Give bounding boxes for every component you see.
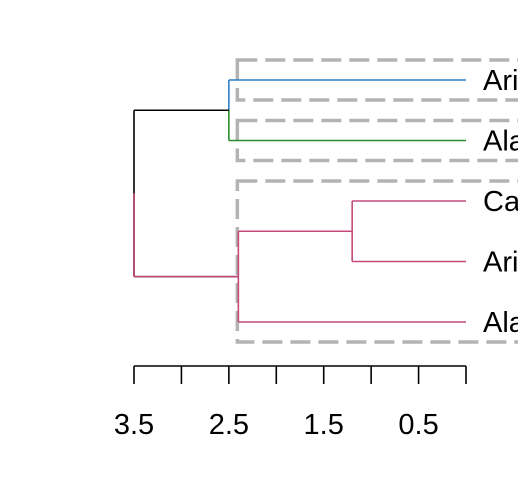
leaf-label: Ari — [483, 247, 518, 279]
tick-label: 3.5 — [114, 409, 154, 441]
tick-label: 0.5 — [398, 409, 438, 441]
tick-label: 1.5 — [304, 409, 344, 441]
tick-label: 2.5 — [209, 409, 249, 441]
dendrogram-branches — [133, 79, 466, 323]
leaf-label: Ala — [483, 126, 518, 158]
leaf-labels: Ari Ala Ca Ari Ala — [483, 65, 518, 339]
leaf-label: Ala — [483, 307, 518, 339]
x-axis: 3.5 2.5 1.5 0.5 — [114, 365, 467, 441]
cluster-box — [235, 179, 518, 344]
leaf-label: Ca — [483, 186, 518, 218]
leaf-label: Ari — [483, 65, 518, 97]
